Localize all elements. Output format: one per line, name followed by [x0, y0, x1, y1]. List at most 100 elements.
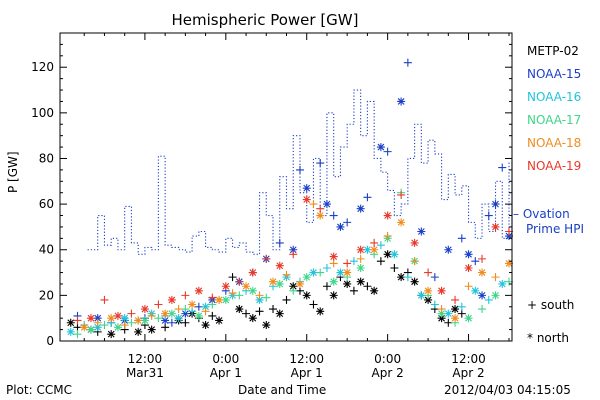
north-marker [134, 316, 143, 325]
north-marker [336, 268, 345, 277]
north-marker [478, 291, 487, 300]
north-marker [329, 277, 338, 286]
x-tick-label-time: 12:00 [451, 352, 486, 366]
south-marker [120, 321, 129, 330]
south-marker [457, 302, 466, 311]
north-marker [491, 200, 500, 209]
north-marker [80, 323, 89, 332]
north-marker [451, 314, 460, 323]
north-marker [242, 282, 251, 291]
north-marker [201, 302, 210, 311]
south-marker [484, 211, 493, 220]
legend-item-noaa19: NOAA-19 [527, 159, 582, 173]
north-marker [444, 309, 453, 318]
north-marker [444, 245, 453, 254]
south-marker [208, 300, 217, 309]
south-marker [356, 254, 365, 263]
series-noaa-17 [73, 188, 513, 339]
series-noaa-16 [66, 241, 507, 336]
marker-key-south: + south [527, 298, 575, 312]
south-marker [457, 234, 466, 243]
y-tick-label: 100 [31, 106, 54, 120]
y-axis-label: P [GW] [6, 151, 20, 193]
south-marker [255, 307, 264, 316]
south-marker [309, 300, 318, 309]
south-marker [383, 147, 392, 156]
north-marker [107, 330, 116, 339]
north-marker [248, 268, 257, 277]
south-marker [457, 309, 466, 318]
x-tick-label-date: Apr 1 [210, 366, 242, 380]
south-marker [316, 268, 325, 277]
south-marker [235, 277, 244, 286]
south-marker [403, 58, 412, 67]
ovation-hpi-line [87, 89, 513, 255]
south-marker [390, 263, 399, 272]
north-marker [255, 295, 264, 304]
south-marker [343, 218, 352, 227]
north-marker [221, 295, 230, 304]
south-marker [451, 295, 460, 304]
north-marker [221, 282, 230, 291]
south-marker [383, 232, 392, 241]
north-marker [417, 227, 426, 236]
x-tick-label-time: 12:00 [289, 352, 324, 366]
series-noaa-19 [73, 190, 513, 325]
south-marker [363, 282, 372, 291]
north-marker [316, 307, 325, 316]
south-marker [255, 291, 264, 300]
north-marker [491, 222, 500, 231]
south-marker [242, 309, 251, 318]
south-marker [437, 305, 446, 314]
south-marker [127, 309, 136, 318]
south-marker [228, 273, 237, 282]
north-marker [505, 232, 513, 241]
north-marker [451, 305, 460, 314]
south-marker [316, 159, 325, 168]
north-marker [194, 311, 203, 320]
north-marker [464, 263, 473, 272]
south-marker [262, 254, 271, 263]
north-marker [289, 245, 298, 254]
south-marker [100, 321, 109, 330]
north-marker [275, 279, 284, 288]
north-marker [437, 314, 446, 323]
south-marker [484, 295, 493, 304]
north-marker [215, 316, 224, 325]
south-marker [322, 263, 331, 272]
north-marker [329, 291, 338, 300]
south-marker [208, 293, 217, 302]
south-marker [93, 318, 102, 327]
north-marker [161, 309, 170, 318]
south-marker [349, 257, 358, 266]
north-marker [505, 259, 513, 268]
north-marker [437, 286, 446, 295]
north-marker [309, 268, 318, 277]
south-marker [174, 305, 183, 314]
ovation-legend-line1: – Ovation [513, 207, 570, 221]
north-marker [289, 282, 298, 291]
y-tick-label: 120 [31, 60, 54, 74]
south-marker [147, 311, 156, 320]
plot-area [66, 58, 513, 339]
x-tick-label-time: 0:00 [212, 352, 239, 366]
north-marker [275, 309, 284, 318]
north-marker [383, 250, 392, 259]
south-marker [430, 300, 439, 309]
north-marker [363, 245, 372, 254]
south-marker [235, 291, 244, 300]
north-marker [194, 286, 203, 295]
north-marker [397, 273, 406, 282]
north-marker [167, 309, 176, 318]
north-marker [464, 250, 473, 259]
north-marker [397, 97, 406, 106]
south-marker [194, 302, 203, 311]
plot-credit: Plot: CCMC [6, 383, 72, 397]
north-marker [262, 321, 271, 330]
south-marker [370, 238, 379, 247]
legend-item-noaa17: NOAA-17 [527, 113, 582, 127]
north-marker [269, 277, 278, 286]
x-tick-label-date: Mar31 [126, 366, 164, 380]
south-marker [289, 250, 298, 259]
